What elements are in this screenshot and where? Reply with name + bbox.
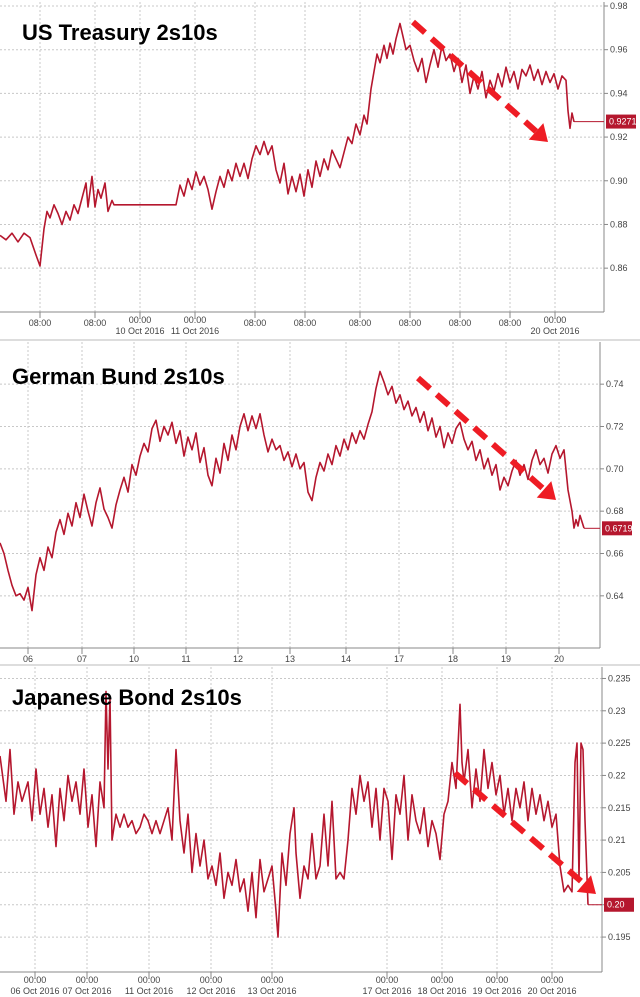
x-tick-label: 14 [341, 654, 351, 664]
x-tick-label: 00:00 [261, 975, 284, 985]
x-tick-label: 00:00 [184, 315, 207, 325]
chart-title: German Bund 2s10s [12, 364, 225, 389]
x-tick-label: 00:00 [541, 975, 564, 985]
last-value-label: 0.20 [607, 900, 625, 910]
x-tick-label: 00:00 [431, 975, 454, 985]
x-tick-label: 08:00 [84, 318, 107, 328]
chart-panel: 0.74 0.72 0.70 0.68 0.66 0.64 06 07 10 11 12 13 14 17… [0, 339, 640, 664]
x-tick-label: 08:00 [499, 318, 522, 328]
y-tick-label: 0.235 [608, 673, 631, 683]
trend-arrow-head [536, 481, 556, 500]
y-tick-label: 0.195 [608, 932, 631, 942]
x-tick-label: 00:00 [24, 975, 47, 985]
series-line [0, 690, 589, 938]
chart-panel: 0.235 0.23 0.225 0.22 0.215 0.21 0.205 0.20 0.19… [0, 664, 640, 996]
y-tick-label: 0.215 [608, 803, 631, 813]
chart-title: US Treasury 2s10s [22, 20, 218, 45]
x-tick-date-label: 11 Oct 2016 [125, 986, 173, 996]
x-tick-date-label: 20 Oct 2016 [527, 986, 576, 996]
x-tick-label: 08:00 [449, 318, 472, 328]
x-tick-label: 00:00 [129, 315, 152, 325]
trend-arrow-shaft [416, 375, 546, 492]
x-tick-date-label: 11 Oct 2016 [171, 326, 219, 336]
trend-arrow-head [528, 123, 548, 142]
x-tick-label: 00:00 [76, 975, 99, 985]
x-tick-label: 00:00 [138, 975, 161, 985]
trend-arrow-shaft [453, 770, 586, 886]
x-tick-label: 20 [554, 654, 564, 664]
y-tick-label: 0.92 [610, 132, 628, 142]
x-tick-label: 00:00 [544, 315, 567, 325]
last-value-badge [606, 114, 636, 129]
y-tick-label: 0.23 [608, 706, 626, 716]
chart-panel: 0.98 0.96 0.94 0.92 0.90 0.88 0.86 08:00 08:00 00… [0, 1, 637, 336]
y-tick-label: 0.98 [610, 1, 628, 11]
last-value-label: 0.6719 [605, 523, 633, 533]
y-tick-label: 0.72 [606, 422, 624, 432]
x-tick-date-label: 18 Oct 2016 [417, 986, 466, 996]
series-line [0, 22, 575, 267]
x-tick-label: 17 [394, 654, 404, 664]
y-tick-label: 0.86 [610, 263, 628, 273]
y-tick-label: 0.88 [610, 219, 628, 229]
x-tick-label: 08:00 [349, 318, 372, 328]
x-tick-label: 00:00 [200, 975, 223, 985]
y-tick-label: 0.225 [608, 738, 631, 748]
x-tick-label: 13 [285, 654, 295, 664]
last-value-badge [602, 521, 632, 536]
x-tick-date-label: 17 Oct 2016 [362, 986, 411, 996]
x-tick-label: 19 [501, 654, 511, 664]
y-tick-label: 0.22 [608, 770, 626, 780]
series-line [0, 370, 585, 612]
y-tick-label: 0.70 [606, 464, 624, 474]
x-tick-date-label: 13 Oct 2016 [247, 986, 296, 996]
y-tick-label: 0.74 [606, 379, 624, 389]
y-tick-label: 0.96 [610, 45, 628, 55]
x-tick-label: 06 [23, 654, 33, 664]
last-value-badge [604, 897, 634, 912]
x-tick-label: 07 [77, 654, 87, 664]
x-tick-date-label: 10 Oct 2016 [115, 326, 164, 336]
x-tick-label: 18 [448, 654, 458, 664]
x-tick-label: 08:00 [29, 318, 52, 328]
y-tick-label: 0.66 [606, 549, 624, 559]
x-tick-label: 12 [233, 654, 243, 664]
y-tick-label: 0.68 [606, 506, 624, 516]
x-tick-label: 10 [129, 654, 139, 664]
trend-arrow-head [576, 875, 596, 894]
x-tick-date-label: 06 Oct 2016 [10, 986, 59, 996]
y-tick-label: 0.64 [606, 591, 624, 601]
x-tick-label: 00:00 [376, 975, 399, 985]
x-tick-date-label: 19 Oct 2016 [472, 986, 521, 996]
trend-arrow-shaft [411, 19, 539, 134]
x-tick-label: 08:00 [294, 318, 317, 328]
y-tick-label: 0.94 [610, 88, 628, 98]
x-tick-date-label: 12 Oct 2016 [186, 986, 235, 996]
x-tick-label: 11 [181, 654, 190, 664]
x-tick-label: 08:00 [399, 318, 422, 328]
y-tick-label: 0.205 [608, 867, 631, 877]
y-tick-label: 0.21 [608, 835, 626, 845]
x-tick-label: 00:00 [486, 975, 509, 985]
last-value-label: 0.9271 [609, 117, 637, 127]
x-tick-date-label: 07 Oct 2016 [62, 986, 111, 996]
y-tick-label: 0.90 [610, 176, 628, 186]
x-tick-label: 08:00 [244, 318, 267, 328]
x-tick-date-label: 20 Oct 2016 [530, 326, 579, 336]
chart-title: Japanese Bond 2s10s [12, 685, 242, 710]
